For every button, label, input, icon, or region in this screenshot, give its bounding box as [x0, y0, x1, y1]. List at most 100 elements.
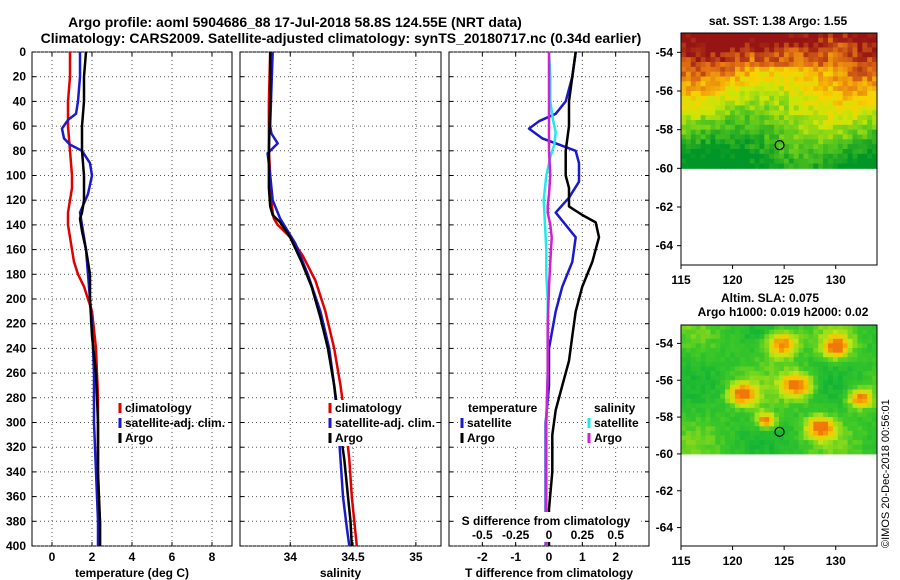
heatmap-cell [852, 403, 858, 409]
heatmap-cell [798, 417, 804, 423]
heatmap-cell [690, 33, 697, 39]
heatmap-cell [808, 57, 814, 63]
heatmap-cell [818, 95, 824, 102]
heatmap-cell [798, 394, 804, 400]
heatmap-cell [705, 110, 711, 116]
heatmap-cell [872, 398, 878, 404]
heatmap-cell [783, 81, 790, 87]
heatmap-cell [847, 426, 853, 432]
heatmap-cell [803, 444, 809, 450]
heatmap-cell [730, 357, 736, 363]
heatmap-cell [793, 380, 800, 386]
heatmap-cell [783, 398, 790, 404]
heatmap-cell [862, 81, 868, 87]
heatmap-cell [681, 129, 687, 135]
heatmap-cell [857, 338, 863, 344]
heatmap-cell [842, 449, 849, 455]
heatmap-cell [705, 348, 711, 354]
heatmap-cell [734, 407, 741, 413]
heatmap-cell [793, 124, 800, 131]
heatmap-cell [783, 95, 790, 102]
heatmap-cell [823, 389, 829, 395]
heatmap-cell [793, 394, 800, 400]
heatmap-cell [862, 47, 868, 53]
heatmap-cell [700, 440, 706, 446]
heatmap-cell [813, 329, 819, 335]
heatmap-cell [690, 134, 697, 140]
heatmap-cell [779, 394, 785, 400]
heatmap-cell [832, 343, 839, 349]
heatmap-cell [788, 384, 795, 390]
heatmap-cell [710, 361, 716, 367]
heatmap-cell [685, 139, 692, 145]
heatmap-cell [862, 325, 868, 331]
heatmap-cell [837, 384, 844, 390]
legend-label: Argo [125, 431, 153, 445]
heatmap-cell [842, 71, 849, 77]
heatmap-cell [867, 71, 873, 77]
heatmap-cell [872, 435, 878, 441]
heatmap-cell [744, 81, 751, 87]
heatmap-cell [720, 348, 726, 354]
heatmap-cell [774, 71, 780, 77]
heatmap-cell [739, 366, 746, 372]
heatmap-cell [710, 449, 716, 455]
heatmap-cell [720, 394, 726, 400]
heatmap-cell [744, 440, 751, 446]
heatmap-cell [872, 366, 878, 372]
heatmap-cell [734, 348, 741, 354]
heatmap-cell [837, 95, 844, 102]
heatmap-cell [783, 115, 790, 121]
heatmap-cell [730, 426, 736, 432]
heatmap-cell [832, 361, 839, 367]
heatmap-cell [690, 325, 697, 331]
heatmap-cell [783, 343, 790, 349]
heatmap-cell [813, 144, 819, 150]
heatmap-cell [793, 62, 800, 68]
heatmap-cell [842, 37, 849, 44]
heatmap-cell [832, 86, 839, 92]
heatmap-cell [783, 380, 790, 386]
heatmap-cell [823, 76, 829, 82]
heatmap-cell [832, 110, 839, 116]
heatmap-cell [813, 139, 819, 145]
heatmap-cell [852, 394, 858, 400]
heatmap-cell [764, 144, 770, 150]
heatmap-cell [862, 52, 868, 58]
heatmap-cell [857, 343, 863, 349]
heatmap-cell [774, 33, 780, 39]
heatmap-cell [774, 407, 780, 413]
heatmap-cell [744, 329, 751, 335]
heatmap-cell [700, 338, 706, 344]
heatmap-cell [813, 348, 819, 354]
heatmap-cell [842, 375, 849, 381]
heatmap-cell [808, 426, 814, 432]
heatmap-cell [730, 62, 736, 68]
heatmap-cell [857, 110, 863, 116]
heatmap-cell [754, 375, 760, 381]
heatmap-cell [793, 417, 800, 423]
heatmap-cell [837, 371, 844, 377]
heatmap-cell [749, 348, 755, 354]
heatmap-cell [769, 389, 775, 395]
heatmap-cell [837, 47, 844, 53]
heatmap-cell [744, 449, 751, 455]
heatmap-cell [803, 47, 809, 53]
heatmap-cell [852, 124, 858, 131]
heatmap-cell [730, 57, 736, 63]
heatmap-cell [793, 149, 800, 155]
heatmap-cell [852, 62, 858, 68]
heatmap-cell [823, 149, 829, 155]
heatmap-cell [744, 91, 751, 97]
heatmap-cell [832, 76, 839, 82]
heatmap-cell [730, 91, 736, 97]
series-argo [267, 52, 354, 547]
heatmap-cell [818, 158, 824, 164]
heatmap-cell [842, 352, 849, 358]
heatmap-cell [832, 389, 839, 395]
heatmap-cell [754, 149, 760, 155]
heatmap-cell [730, 158, 736, 164]
heatmap-cell [828, 440, 834, 446]
heatmap-cell [788, 57, 795, 63]
heatmap-cell [872, 105, 878, 111]
